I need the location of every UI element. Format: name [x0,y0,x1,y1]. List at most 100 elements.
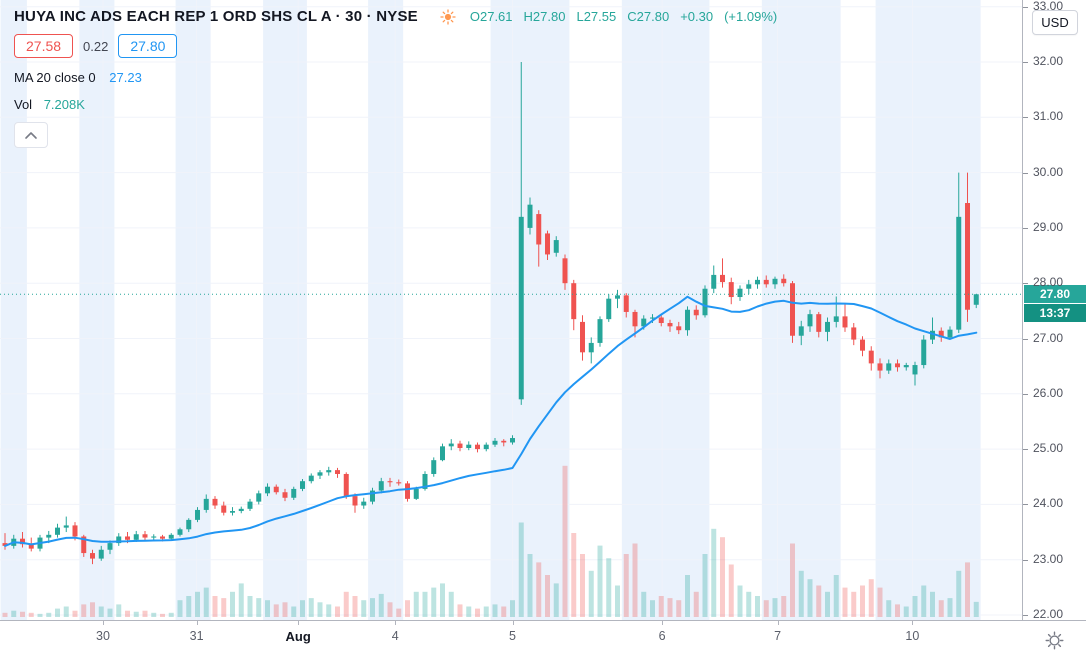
collapse-legend-button[interactable] [14,122,48,148]
price-tick-label: 29.00 [1033,219,1064,234]
candle-body [265,486,270,494]
volume-bar [168,612,174,617]
volume-bar [431,587,437,617]
candlestick-chart[interactable] [0,0,1022,620]
candle-body [746,284,752,289]
candle-body [807,314,813,327]
time-tick-mark [196,621,198,625]
candle-body [352,496,358,506]
candle-body [728,282,734,298]
sell-button[interactable]: 27.58 [14,34,74,58]
price-tick-mark [1023,393,1028,395]
high-value: 27.80 [532,9,566,24]
time-axis-label: 5 [509,629,516,643]
volume-bar [728,564,734,617]
candle-body [790,283,795,336]
volume-bar [860,585,865,617]
candle-body [387,481,393,483]
volume-bar [247,596,253,617]
ma-indicator-row[interactable]: MA 20 close 0 27.23 [14,70,777,85]
volume-indicator-row[interactable]: Vol 7.208K [14,97,777,112]
candle-body [868,350,874,364]
time-tick-mark [662,621,664,625]
ma-line [4,295,978,547]
time-axis-label: 31 [189,629,204,643]
candle-body [588,342,594,353]
candle-body [125,536,130,540]
price-tick-label: 24.00 [1033,496,1064,511]
volume-bar [938,600,944,617]
volume-bar [361,600,367,617]
volume-bar [221,598,227,617]
volume-bar [903,606,909,617]
candle-body [422,473,428,489]
volume-bar [387,602,393,617]
volume-bar [308,598,314,617]
time-axis-label: 6 [658,629,666,643]
volume-bar [641,591,647,617]
session-band [368,0,404,620]
candle-body [63,525,69,528]
candle-body [930,330,935,340]
chart-plot-area[interactable] [0,0,1022,620]
currency-toggle-button[interactable]: USD [1032,10,1078,35]
volume-bar [527,554,533,617]
volume-bar [466,606,472,617]
volume-bar [335,606,340,617]
candle-body [46,534,52,538]
time-tick-mark [777,621,779,625]
volume-bar [343,591,349,617]
volume-bar [405,600,410,617]
open-label: O [469,9,480,24]
volume-bar [440,583,445,617]
candle-body [55,527,60,535]
price-axis[interactable]: USD 27.80 13:37 33.00 32.00 31.00 30.00 29.0… [1022,0,1086,658]
volume-bar [615,585,620,617]
price-tick-mark [1023,172,1028,174]
candle-body [667,323,673,327]
price-tick-label: 26.00 [1033,385,1064,400]
settings-sun-icon [1045,631,1063,649]
session-band [490,0,570,620]
volume-bar [693,591,699,617]
candle-body [168,534,174,539]
candle-body [615,295,620,299]
volume-bar [72,610,78,617]
time-axis-label: 30 [96,629,110,643]
candle-body [116,536,122,544]
candle-body [755,279,760,285]
session-band [79,0,115,620]
price-tick-label: 25.00 [1033,441,1064,456]
candle-body [413,488,419,499]
candle-body [527,204,533,228]
price-tick-mark [1023,6,1028,8]
time-tick-mark [912,621,914,625]
volume-bar [492,604,498,617]
volume-bar [378,593,384,617]
volume-bar [256,598,262,617]
last-price-badge: 27.80 [1024,285,1086,304]
volume-bar [142,610,148,617]
candle-body [947,329,953,338]
candle-body [483,444,489,450]
volume-bar [763,600,769,617]
symbol-title[interactable]: HUYA INC ADS EACH REP 1 ORD SHS CL A · 3… [14,8,418,25]
change-value: +0.30 [680,9,714,24]
volume-bar [125,610,130,617]
candle-body [518,216,524,400]
chart-settings-button[interactable] [1042,628,1066,652]
close-value: 27.80 [636,9,670,24]
volume-bar [212,596,218,617]
candle-body [658,317,664,324]
open-value: 27.61 [479,9,513,24]
buy-button[interactable]: 27.80 [118,34,178,58]
volume-bar [20,611,25,617]
volume-bar [816,585,822,617]
time-axis-label: 10 [905,629,920,643]
volume-bar [921,585,927,617]
candle-body [72,525,78,537]
time-axis[interactable]: 30 31 Aug 4 5 6 7 10 [0,620,1086,659]
candle-body [973,294,979,305]
candle-body [28,544,34,549]
candle-body [343,473,349,497]
